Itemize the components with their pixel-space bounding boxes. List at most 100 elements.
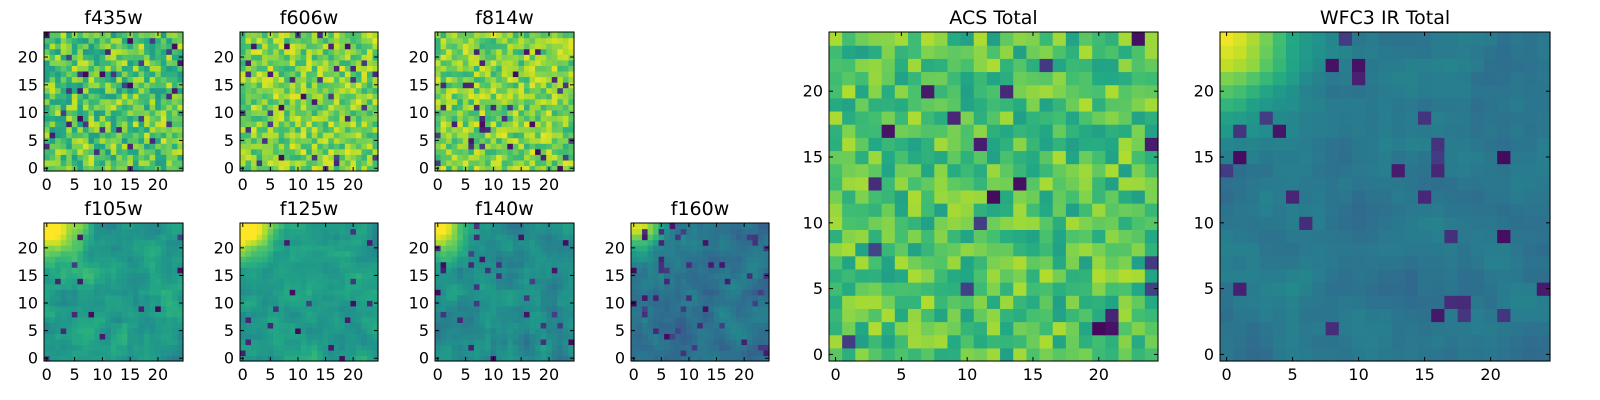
heatmap-cell (251, 132, 258, 139)
heatmap-cell (149, 43, 156, 50)
heatmap-cell (300, 289, 307, 296)
heatmap-cell (44, 344, 51, 351)
heatmap-cell (311, 327, 318, 334)
heatmap-cell (512, 65, 519, 72)
heatmap-cell (366, 300, 374, 307)
heatmap-cell (653, 228, 660, 235)
heatmap-cell (240, 289, 247, 296)
heatmap-cell (251, 98, 258, 105)
heatmap-cell (171, 355, 179, 362)
heatmap-cell (333, 344, 340, 351)
heatmap-cell (724, 250, 731, 257)
heatmap-cell (479, 234, 486, 241)
heatmap-cell (121, 256, 128, 263)
heatmap-cell (339, 59, 346, 66)
heatmap-cell (551, 98, 558, 105)
heatmap-cell (568, 228, 575, 235)
heatmap-cell (171, 137, 179, 144)
heatmap-cell (300, 120, 307, 128)
heatmap-cell (1039, 203, 1054, 217)
heatmap-cell (66, 349, 73, 357)
heatmap-cell (546, 283, 553, 290)
heatmap-cell (295, 261, 302, 268)
heatmap-cell (77, 305, 84, 312)
heatmap-cell (713, 338, 720, 346)
heatmap-cell (284, 76, 291, 83)
heatmap-cell (94, 250, 101, 257)
heatmap-cell (267, 126, 274, 133)
heatmap-cell (355, 59, 363, 66)
heatmap-cell (300, 327, 307, 334)
heatmap-cell (540, 87, 547, 94)
heatmap-cell (485, 305, 492, 312)
heatmap-cell (171, 294, 179, 301)
heatmap-cell (372, 267, 379, 274)
heatmap-cell (746, 316, 754, 323)
heatmap-cell (284, 137, 291, 144)
heatmap-cell (440, 278, 447, 285)
heatmap-cell (355, 70, 363, 78)
heatmap-cell (82, 87, 90, 94)
heatmap-cell (501, 239, 508, 246)
heatmap-cell (960, 176, 975, 191)
heatmap-cell (339, 272, 346, 279)
heatmap-cell (132, 234, 140, 241)
heatmap-cell (311, 59, 318, 66)
heatmap-cell (496, 148, 503, 155)
heatmap-cell (479, 228, 486, 235)
heatmap-cell (881, 216, 896, 230)
heatmap-cell (702, 239, 709, 246)
heatmap-cell (300, 148, 307, 155)
heatmap-cell (557, 165, 564, 172)
heatmap-cell (372, 239, 379, 246)
heatmap-cell (49, 159, 56, 167)
heatmap-cell (529, 148, 536, 155)
heatmap-cell (568, 48, 575, 55)
heatmap-cell (507, 120, 514, 128)
heatmap-cell (473, 289, 481, 296)
heatmap-cell (262, 165, 269, 172)
heatmap-cell (523, 143, 531, 150)
heatmap-cell (339, 327, 346, 334)
heatmap-cell (155, 54, 162, 61)
heatmap-cell (317, 109, 324, 116)
heatmap-cell (372, 65, 379, 72)
heatmap-cell (921, 295, 935, 309)
heatmap-cell (496, 305, 503, 312)
heatmap-cell (262, 311, 269, 318)
heatmap-cell (479, 327, 486, 334)
heatmap-cell (267, 261, 274, 268)
heatmap-cell (730, 283, 737, 290)
heatmap-cell (735, 234, 742, 241)
heatmap-cell (829, 308, 843, 323)
heatmap-cell (675, 272, 682, 279)
heatmap-cell (372, 76, 379, 83)
heatmap-cell (350, 338, 357, 346)
heatmap-cell (680, 355, 687, 362)
heatmap-cell (440, 338, 447, 346)
heatmap-cell (88, 154, 95, 161)
heatmap-cell (273, 223, 280, 230)
heatmap-cell (1026, 176, 1041, 191)
heatmap-cell (155, 245, 162, 252)
heatmap-cell (105, 54, 112, 61)
heatmap-cell (907, 242, 922, 257)
heatmap-cell (171, 159, 179, 167)
heatmap-cell (251, 32, 258, 39)
heatmap-cell (171, 267, 179, 274)
heatmap-cell (540, 239, 547, 246)
heatmap-cell (842, 268, 856, 283)
heatmap-cell (55, 300, 62, 307)
heatmap-cell (60, 137, 67, 144)
heatmap-cell (529, 256, 536, 263)
heatmap-cell (177, 344, 184, 351)
heatmap-cell (251, 43, 258, 50)
heatmap-cell (240, 322, 247, 329)
heatmap-cell (535, 349, 542, 357)
heatmap-cell (177, 70, 184, 78)
heatmap-cell (366, 283, 374, 290)
heatmap-cell (267, 272, 274, 279)
heatmap-cell (485, 43, 492, 50)
